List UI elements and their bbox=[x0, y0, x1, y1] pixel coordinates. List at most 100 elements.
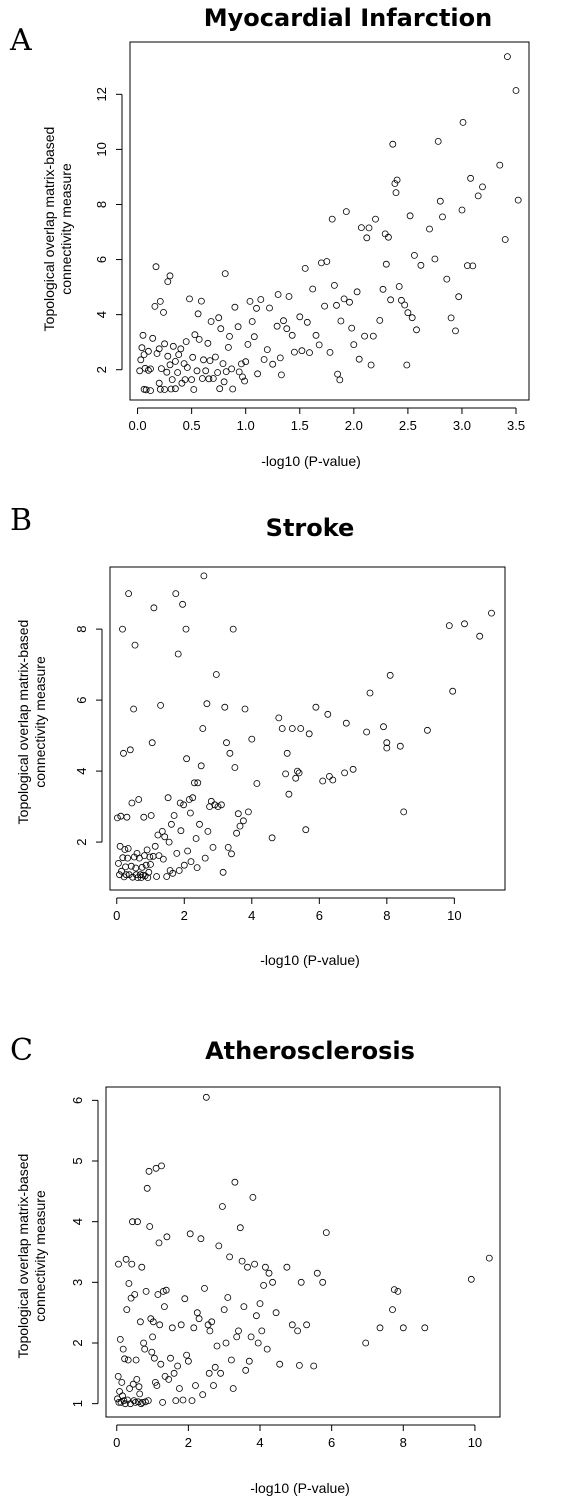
data-point bbox=[297, 725, 305, 732]
y-tick-label: 2 bbox=[94, 366, 109, 373]
data-point bbox=[250, 333, 258, 341]
data-point bbox=[319, 1278, 327, 1286]
data-point bbox=[196, 820, 203, 828]
data-point bbox=[413, 326, 420, 334]
data-point bbox=[168, 376, 176, 384]
data-point bbox=[445, 622, 453, 629]
data-point bbox=[242, 358, 250, 366]
data-point bbox=[404, 309, 412, 317]
data-point bbox=[145, 868, 153, 876]
data-point bbox=[313, 1269, 321, 1277]
data-point bbox=[161, 340, 169, 348]
data-point bbox=[144, 1397, 152, 1404]
data-point bbox=[233, 1333, 241, 1341]
data-point bbox=[121, 1355, 128, 1363]
data-point bbox=[305, 730, 313, 738]
data-point bbox=[220, 378, 228, 386]
data-point bbox=[119, 1345, 127, 1353]
data-point bbox=[469, 262, 477, 270]
data-point bbox=[350, 341, 358, 349]
data-point bbox=[224, 1294, 232, 1301]
data-point bbox=[229, 625, 237, 633]
data-point bbox=[325, 773, 333, 780]
data-point bbox=[461, 620, 468, 628]
data-point bbox=[207, 797, 215, 805]
data-point bbox=[319, 777, 327, 785]
data-point bbox=[164, 278, 172, 286]
data-point bbox=[382, 260, 390, 268]
data-point bbox=[247, 1333, 255, 1341]
data-point bbox=[282, 770, 290, 778]
data-point bbox=[194, 779, 202, 787]
data-point bbox=[266, 304, 273, 312]
data-point bbox=[157, 702, 165, 709]
data-point bbox=[114, 1373, 122, 1380]
x-axis: 0.0 0.5 1.0 1.5 2.0 2.5 3.0 3.5 bbox=[129, 407, 525, 433]
data-point bbox=[397, 296, 405, 304]
data-point bbox=[303, 318, 311, 326]
data-point bbox=[485, 1254, 493, 1262]
data-point bbox=[362, 1339, 370, 1347]
data-point bbox=[161, 386, 169, 393]
y-tick-label: 3 bbox=[70, 1279, 85, 1286]
data-point bbox=[147, 812, 155, 819]
data-point bbox=[253, 780, 261, 787]
data-point bbox=[192, 835, 200, 842]
data-point bbox=[202, 367, 210, 375]
data-point bbox=[185, 796, 193, 803]
data-point bbox=[235, 368, 243, 376]
data-point bbox=[330, 281, 338, 289]
data-point bbox=[141, 364, 149, 372]
data-point bbox=[186, 1230, 194, 1238]
data-point bbox=[209, 375, 217, 382]
data-point bbox=[125, 590, 133, 597]
data-point bbox=[165, 838, 173, 846]
y-tick-label: 4 bbox=[74, 767, 89, 774]
data-point bbox=[180, 360, 188, 368]
data-point bbox=[159, 1288, 167, 1295]
x-axis: 0 2 4 6 8 10 bbox=[113, 1424, 482, 1450]
data-point bbox=[328, 215, 336, 223]
data-point bbox=[136, 1318, 144, 1326]
data-point bbox=[155, 379, 163, 387]
data-point bbox=[336, 376, 344, 384]
data-point bbox=[303, 1321, 311, 1329]
data-point bbox=[150, 604, 158, 612]
data-point bbox=[140, 351, 148, 359]
y-tick-label: 2 bbox=[70, 1339, 85, 1346]
data-point bbox=[467, 174, 475, 182]
data-point bbox=[399, 1324, 407, 1332]
data-point bbox=[295, 769, 303, 777]
data-point bbox=[182, 338, 190, 346]
data-point bbox=[215, 1242, 223, 1250]
data-point bbox=[171, 357, 179, 365]
data-point bbox=[273, 322, 281, 330]
data-point bbox=[142, 386, 150, 394]
data-point bbox=[124, 854, 131, 862]
data-point bbox=[285, 293, 293, 300]
data-point bbox=[329, 776, 337, 784]
data-point bbox=[272, 1309, 280, 1317]
data-point bbox=[141, 1398, 149, 1406]
data-point bbox=[277, 371, 285, 379]
data-point bbox=[163, 1233, 171, 1241]
data-point bbox=[148, 739, 156, 747]
data-point bbox=[156, 297, 164, 305]
data-point bbox=[501, 236, 509, 243]
data-point bbox=[341, 769, 349, 777]
x-axis: 0 2 4 6 8 10 bbox=[113, 897, 462, 923]
panel-letter-b: B bbox=[10, 503, 32, 538]
data-point bbox=[268, 834, 276, 842]
data-point bbox=[210, 1382, 217, 1389]
data-point bbox=[234, 323, 242, 331]
data-point bbox=[269, 360, 277, 368]
x-tick-label: 2.0 bbox=[345, 418, 363, 433]
data-point bbox=[408, 314, 416, 322]
data-point bbox=[455, 293, 463, 301]
x-tick-label: 3.5 bbox=[507, 418, 525, 433]
chart-title: Stroke bbox=[266, 514, 355, 542]
data-point bbox=[144, 874, 152, 881]
data-point bbox=[214, 803, 222, 810]
data-point bbox=[158, 1162, 165, 1170]
